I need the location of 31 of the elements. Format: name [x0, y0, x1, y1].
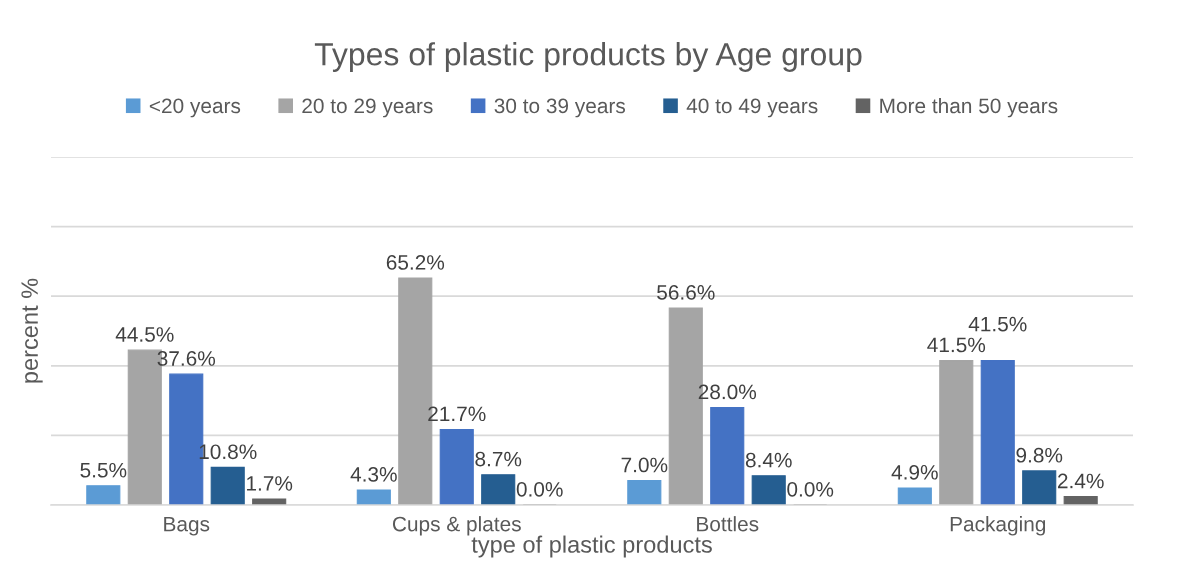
- data-label: 8.4%: [745, 452, 792, 468]
- data-label: 5.5%: [80, 462, 127, 478]
- data-label: 8.7%: [475, 451, 522, 467]
- data-label: 1.7%: [247, 476, 293, 491]
- x-axis-title: type of plastic products: [471, 535, 712, 558]
- data-label: 4.9%: [891, 464, 938, 480]
- x-tick-label: Bags: [164, 516, 210, 536]
- data-label: 65.2%: [386, 255, 445, 270]
- data-label: 28.0%: [698, 384, 757, 400]
- data-label: 37.6%: [157, 351, 216, 366]
- y-axis-title: percent %: [21, 278, 43, 383]
- data-label: 44.5%: [115, 327, 174, 342]
- legend-label: 40 to 49 years: [686, 98, 818, 118]
- x-tick-label: Packaging: [950, 516, 1046, 536]
- data-label: 7.0%: [621, 457, 668, 473]
- data-label: 41.5%: [968, 316, 1027, 332]
- data-label: 0.0%: [516, 481, 563, 497]
- data-label: 56.6%: [657, 284, 715, 300]
- legend-label: 20 to 29 years: [302, 98, 433, 118]
- data-label: 9.8%: [1016, 447, 1063, 463]
- data-label: 0.0%: [787, 481, 834, 497]
- data-label: 41.5%: [927, 337, 986, 353]
- legend-label: 30 to 39 years: [494, 98, 626, 118]
- x-tick-label: Bottles: [697, 516, 759, 532]
- data-label: 2.4%: [1057, 473, 1104, 489]
- legend-label: <20 years: [149, 98, 241, 118]
- data-label: 4.3%: [350, 467, 397, 482]
- legend-label: More than 50 years: [880, 97, 1058, 118]
- chart-title: Types of plastic products by Age group: [314, 42, 862, 72]
- x-tick-label: Cups & plates: [392, 516, 521, 536]
- data-label: 21.7%: [428, 406, 486, 422]
